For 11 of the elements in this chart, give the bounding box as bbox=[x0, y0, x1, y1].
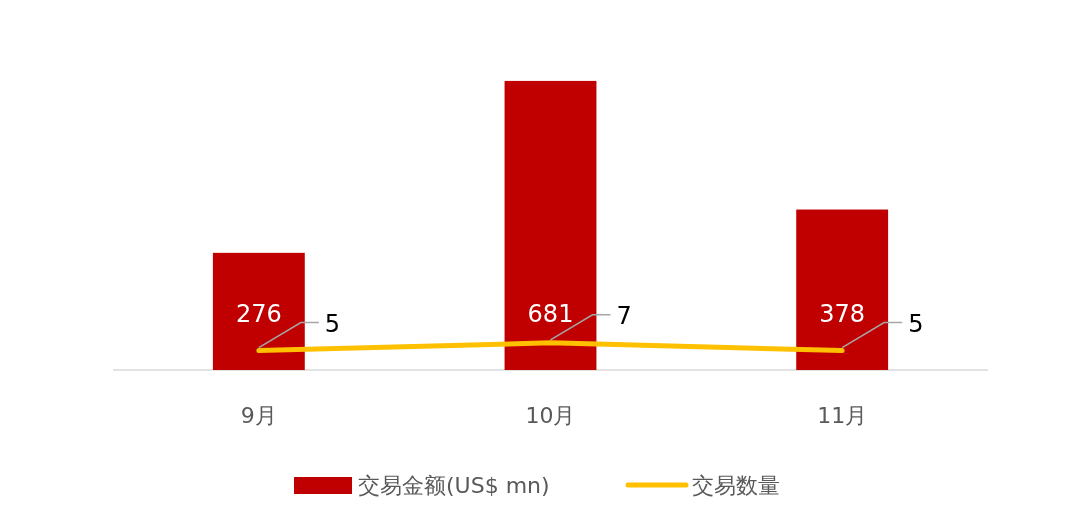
data-label: 681 bbox=[527, 300, 574, 328]
legend-label: 交易数量 bbox=[692, 473, 780, 498]
data-label: 276 bbox=[235, 300, 282, 328]
data-label: 5 bbox=[908, 309, 924, 338]
x-tick-label: 11月 bbox=[817, 403, 868, 428]
legend-label: 交易金额(US$ mn) bbox=[358, 473, 550, 498]
data-label: 5 bbox=[324, 309, 341, 338]
x-tick-label: 9月 bbox=[240, 403, 277, 428]
data-label: 378 bbox=[819, 300, 866, 328]
data-label: 7 bbox=[616, 301, 632, 330]
x-tick-label: 10月 bbox=[525, 403, 576, 428]
